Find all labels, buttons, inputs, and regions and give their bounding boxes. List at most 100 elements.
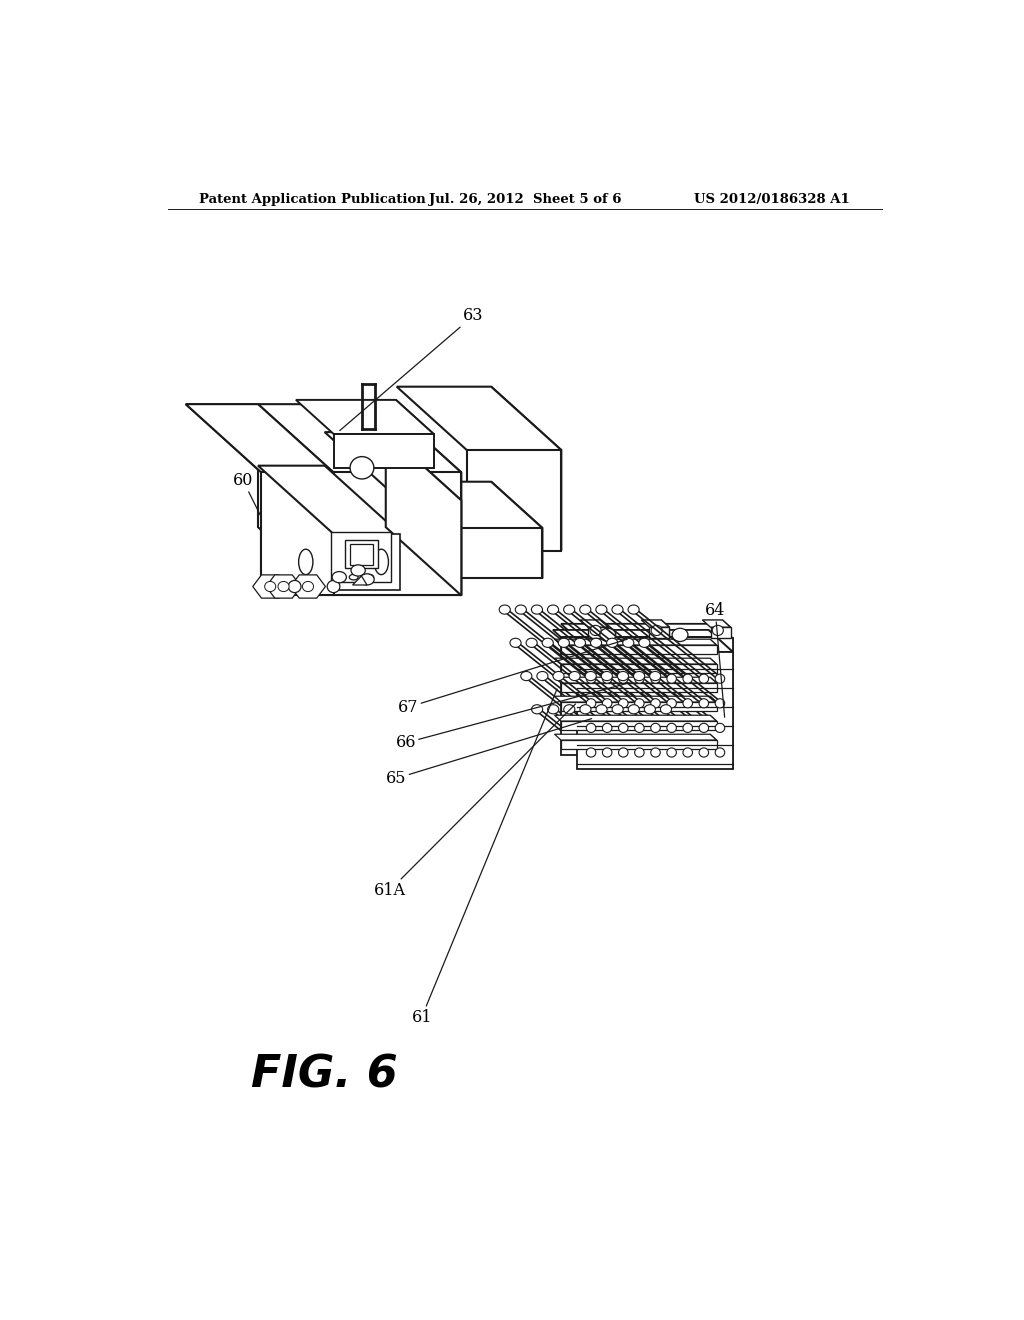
Polygon shape [296, 400, 434, 434]
Ellipse shape [699, 748, 709, 758]
Polygon shape [710, 677, 717, 692]
Ellipse shape [558, 639, 569, 647]
Polygon shape [258, 404, 334, 595]
Polygon shape [662, 620, 670, 639]
Ellipse shape [374, 549, 388, 574]
Polygon shape [253, 576, 288, 598]
Ellipse shape [628, 705, 639, 714]
Polygon shape [711, 627, 730, 639]
Polygon shape [266, 576, 301, 598]
Ellipse shape [587, 675, 596, 684]
Polygon shape [185, 404, 334, 473]
Ellipse shape [596, 705, 607, 714]
Polygon shape [555, 715, 717, 721]
Polygon shape [396, 387, 561, 450]
Ellipse shape [683, 698, 692, 708]
Polygon shape [710, 659, 717, 673]
Polygon shape [561, 645, 717, 653]
Ellipse shape [602, 748, 612, 758]
Polygon shape [722, 620, 730, 639]
Ellipse shape [328, 581, 340, 593]
Ellipse shape [302, 581, 313, 591]
Ellipse shape [618, 698, 628, 708]
Ellipse shape [660, 705, 672, 714]
Ellipse shape [617, 672, 629, 681]
Polygon shape [447, 528, 543, 578]
Ellipse shape [587, 698, 596, 708]
Ellipse shape [650, 748, 660, 758]
Polygon shape [325, 432, 461, 500]
Ellipse shape [649, 672, 660, 681]
Polygon shape [717, 638, 733, 770]
Text: FIG. 6: FIG. 6 [251, 1053, 397, 1097]
Ellipse shape [618, 723, 628, 733]
Ellipse shape [537, 672, 548, 681]
Polygon shape [710, 696, 717, 711]
Ellipse shape [563, 605, 574, 614]
Ellipse shape [667, 698, 677, 708]
Polygon shape [261, 473, 334, 595]
Polygon shape [350, 544, 373, 565]
Ellipse shape [635, 675, 644, 684]
Polygon shape [334, 535, 400, 590]
Polygon shape [467, 450, 561, 550]
Polygon shape [561, 664, 717, 673]
Ellipse shape [587, 748, 596, 758]
Ellipse shape [699, 698, 709, 708]
Polygon shape [332, 532, 391, 582]
Ellipse shape [264, 581, 275, 591]
Ellipse shape [596, 605, 607, 614]
Polygon shape [600, 620, 608, 639]
Polygon shape [492, 482, 543, 578]
Ellipse shape [574, 639, 586, 647]
Polygon shape [561, 638, 733, 652]
Ellipse shape [667, 748, 677, 758]
Polygon shape [555, 734, 717, 741]
Ellipse shape [618, 675, 628, 684]
Ellipse shape [634, 672, 645, 681]
Ellipse shape [618, 748, 628, 758]
Ellipse shape [580, 605, 591, 614]
Polygon shape [702, 620, 730, 627]
Polygon shape [555, 696, 717, 702]
Ellipse shape [299, 549, 313, 574]
Ellipse shape [332, 572, 346, 582]
Ellipse shape [587, 723, 596, 733]
Ellipse shape [602, 698, 612, 708]
Ellipse shape [526, 639, 538, 647]
Ellipse shape [349, 574, 358, 579]
Ellipse shape [351, 565, 366, 576]
Ellipse shape [612, 605, 623, 614]
Ellipse shape [365, 574, 374, 579]
Ellipse shape [672, 628, 688, 642]
Polygon shape [396, 400, 434, 467]
Ellipse shape [715, 675, 725, 684]
Polygon shape [185, 404, 461, 473]
Polygon shape [561, 624, 733, 639]
Ellipse shape [515, 605, 526, 614]
Polygon shape [710, 734, 717, 748]
Polygon shape [578, 639, 733, 652]
Ellipse shape [635, 723, 644, 733]
Ellipse shape [650, 723, 660, 733]
Ellipse shape [715, 698, 725, 708]
Polygon shape [261, 473, 461, 595]
Polygon shape [553, 630, 717, 638]
Ellipse shape [548, 705, 559, 714]
Ellipse shape [628, 605, 639, 614]
Polygon shape [555, 677, 717, 682]
Polygon shape [561, 702, 717, 711]
Polygon shape [561, 721, 717, 730]
Ellipse shape [590, 626, 601, 635]
Polygon shape [345, 540, 378, 568]
Polygon shape [709, 630, 717, 755]
Text: 61A: 61A [374, 704, 575, 899]
Polygon shape [492, 387, 561, 550]
Text: 60: 60 [232, 473, 261, 517]
Text: 64: 64 [706, 602, 725, 717]
Polygon shape [561, 741, 717, 748]
Ellipse shape [564, 705, 574, 714]
Ellipse shape [591, 639, 602, 647]
Text: 65: 65 [386, 718, 592, 787]
Polygon shape [555, 659, 717, 664]
